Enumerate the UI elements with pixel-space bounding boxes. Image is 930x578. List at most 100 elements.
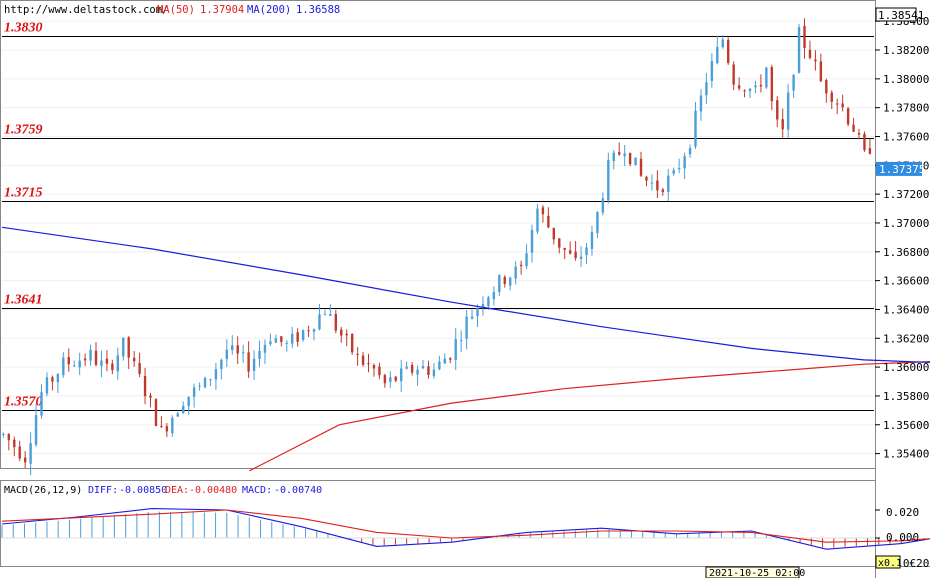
candle-body — [699, 95, 703, 112]
candle-body — [530, 229, 534, 253]
candle-body — [383, 375, 387, 384]
candle-body — [743, 90, 746, 92]
candle-body — [400, 368, 403, 382]
scale-box[interactable] — [875, 555, 901, 569]
candle-body — [247, 352, 250, 372]
macd-diff-value: -0.00850 — [119, 485, 167, 496]
candle-body — [601, 198, 605, 213]
candle-body — [23, 457, 27, 463]
candle-body — [241, 352, 245, 354]
candle-body — [2, 433, 5, 435]
candle-body — [416, 369, 419, 375]
candle-body — [541, 207, 545, 215]
candle-body — [225, 349, 229, 360]
price-axis: 1.384001.382001.380001.378001.376001.374… — [875, 15, 929, 461]
candle-body — [677, 167, 681, 170]
candle-body — [596, 212, 599, 233]
candle-body — [410, 364, 414, 373]
candle-body — [792, 74, 795, 91]
candle-body — [312, 329, 316, 332]
level-label: 1.3830 — [4, 21, 43, 36]
candle-body — [645, 176, 648, 181]
candle-body — [585, 247, 588, 256]
candle-body — [590, 232, 594, 249]
candle-body — [220, 359, 223, 370]
candle-body — [291, 333, 294, 344]
candle-body — [318, 314, 321, 330]
candle-body — [519, 264, 523, 267]
level-label: 1.3570 — [4, 395, 43, 410]
price-tick: 1.37600 — [883, 130, 929, 143]
price-tick: 1.35800 — [883, 390, 929, 403]
candle-body — [285, 342, 288, 344]
candle-body — [754, 85, 757, 88]
candle-body — [258, 350, 261, 359]
candle-body — [634, 157, 637, 166]
scale-label[interactable]: x0.1 — [878, 558, 902, 569]
candle-body — [78, 360, 81, 368]
macd-dea-label: DEA: — [165, 485, 189, 496]
candle-body — [405, 366, 408, 369]
candle-body — [154, 399, 158, 427]
candle-body — [459, 340, 463, 342]
candle-body — [187, 396, 190, 407]
candle-body — [819, 61, 823, 82]
candle-body — [661, 189, 665, 192]
candle-body — [160, 425, 163, 427]
candle-body — [51, 377, 54, 382]
candle-body — [776, 100, 779, 120]
current-price-label: 1.37375 — [879, 163, 925, 176]
candle-body — [727, 40, 730, 63]
candle-body — [639, 158, 643, 176]
candle-body — [378, 366, 381, 376]
candle-body — [67, 357, 70, 365]
candle-body — [34, 415, 38, 445]
price-tick: 1.37800 — [883, 102, 929, 115]
candle-body — [487, 297, 490, 307]
candle-body — [765, 67, 768, 88]
candle-body — [171, 417, 174, 434]
candle-body — [138, 363, 141, 374]
price-tick: 1.35600 — [883, 419, 929, 432]
candle-body — [492, 292, 496, 300]
candle-body — [432, 369, 436, 377]
top-price-label: 1.38541 — [878, 9, 924, 22]
candle-body — [846, 108, 850, 125]
candle-body — [29, 443, 32, 464]
candle-body — [127, 337, 130, 358]
time-label: 2021-10-25 02:00 — [709, 568, 805, 578]
ma50-line — [249, 361, 930, 472]
candle-body — [56, 374, 60, 383]
candle-body — [454, 339, 457, 360]
candle-body — [176, 413, 179, 417]
ma200-value: 1.36588 — [296, 4, 340, 16]
price-tick: 1.37200 — [883, 188, 929, 201]
candle-body — [628, 152, 632, 165]
macd-panel — [0, 480, 876, 567]
candle-body — [732, 64, 735, 85]
candle-body — [372, 365, 376, 369]
price-tick: 1.36000 — [883, 361, 929, 374]
price-tick: 1.38000 — [883, 73, 929, 86]
candle-body — [465, 316, 468, 339]
candle-body — [340, 329, 343, 336]
candle-body — [568, 250, 572, 254]
candle-body — [781, 119, 784, 130]
candle-body — [547, 215, 550, 228]
candle-body — [323, 314, 327, 316]
source-url[interactable]: http://www.deltastock.com/ — [4, 4, 168, 16]
candle-body — [18, 446, 21, 459]
price-tick: 1.36400 — [883, 303, 929, 316]
candle-body — [329, 314, 332, 316]
candle-body — [356, 353, 359, 355]
candle-body — [503, 276, 506, 284]
candle-body — [656, 180, 659, 191]
candle-body — [132, 357, 136, 362]
candle-body — [443, 358, 447, 364]
candle-body — [737, 85, 741, 89]
current-price-box — [876, 161, 922, 176]
candle-body — [350, 334, 354, 353]
candle-body — [667, 175, 670, 192]
support-resistance-levels: 1.3830 1.3759 1.3715 1.3641 1.3570 — [2, 21, 874, 411]
